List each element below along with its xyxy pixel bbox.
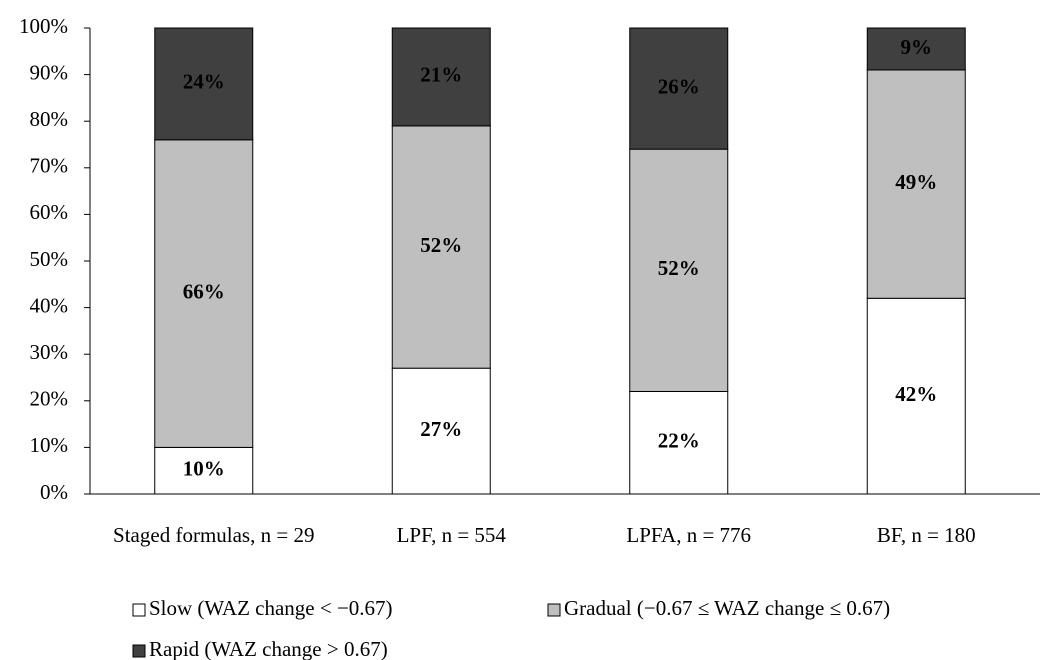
value-label: 52% bbox=[420, 233, 462, 257]
value-label: 21% bbox=[420, 63, 462, 87]
y-tick-label: 90% bbox=[30, 60, 69, 84]
value-label: 26% bbox=[658, 74, 700, 98]
value-label: 10% bbox=[183, 457, 225, 481]
y-tick-label: 0% bbox=[40, 480, 68, 504]
x-tick-label: BF, n = 180 bbox=[877, 523, 976, 547]
y-tick-label: 30% bbox=[30, 340, 69, 364]
value-label: 66% bbox=[183, 279, 225, 303]
value-label: 52% bbox=[658, 256, 700, 280]
legend-label: Slow (WAZ change < −0.67) bbox=[149, 596, 393, 620]
legend-swatch bbox=[547, 603, 561, 617]
value-label: 49% bbox=[895, 170, 937, 194]
y-tick-label: 80% bbox=[30, 107, 69, 131]
bar-segment bbox=[154, 27, 254, 141]
y-tick-label: 20% bbox=[30, 387, 69, 411]
legend-swatch bbox=[132, 644, 146, 658]
bar-segment bbox=[866, 69, 966, 299]
value-label: 24% bbox=[183, 70, 225, 94]
x-tick-label: LPFA, n = 776 bbox=[626, 523, 751, 547]
bar-segment bbox=[629, 148, 729, 392]
y-tick-label: 10% bbox=[30, 433, 69, 457]
bar-segment bbox=[629, 27, 729, 150]
y-tick-label: 60% bbox=[30, 200, 69, 224]
bar-segment bbox=[154, 446, 254, 495]
x-tick-label: Staged formulas, n = 29 bbox=[113, 523, 314, 547]
bar-segment bbox=[866, 297, 966, 495]
value-label: 27% bbox=[420, 417, 462, 441]
legend-label: Gradual (−0.67 ≤ WAZ change ≤ 0.67) bbox=[564, 596, 890, 620]
y-tick-label: 40% bbox=[30, 293, 69, 317]
bar-segment bbox=[391, 27, 491, 127]
bar-segment bbox=[866, 27, 966, 71]
bar-segment bbox=[391, 125, 491, 369]
bar-segment bbox=[154, 139, 254, 448]
legend-label: Rapid (WAZ change > 0.67) bbox=[149, 637, 388, 660]
bar-segment bbox=[629, 390, 729, 495]
y-tick-label: 50% bbox=[30, 247, 69, 271]
y-tick-label: 70% bbox=[30, 154, 69, 178]
value-label: 22% bbox=[658, 429, 700, 453]
y-tick-label: 100% bbox=[19, 14, 68, 38]
x-tick-label: LPF, n = 554 bbox=[397, 523, 507, 547]
value-label: 42% bbox=[895, 382, 937, 406]
legend-swatch bbox=[132, 603, 146, 617]
value-label: 9% bbox=[901, 35, 933, 59]
